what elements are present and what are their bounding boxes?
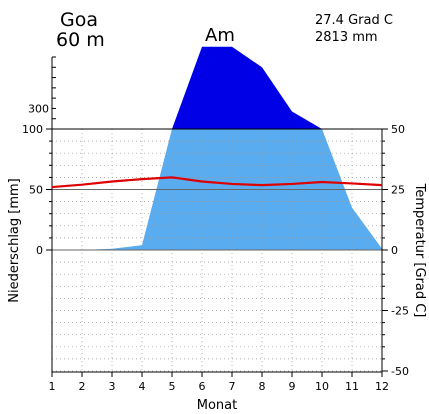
mean-temperature: 27.4 Grad C [315, 13, 393, 28]
x-tick-label: 4 [139, 380, 146, 393]
right-tick-label: 0 [391, 244, 398, 257]
left-tick-label: 0 [36, 244, 43, 257]
x-tick-label: 1 [49, 380, 56, 393]
x-tick-label: 10 [315, 380, 329, 393]
temperature-series [51, 176, 383, 189]
right-tick-label: -25 [391, 305, 409, 318]
precipitation-areas [52, 46, 382, 250]
x-tick-label: 12 [375, 380, 389, 393]
annual-precipitation: 2813 mm [315, 30, 378, 45]
x-tick-label: 11 [345, 380, 359, 393]
x-tick-label: 5 [169, 380, 176, 393]
x-tick-label: 7 [229, 380, 236, 393]
x-tick-label: 9 [289, 380, 296, 393]
left-tick-label: 100 [22, 123, 43, 136]
right-axis-title: Temperatur [Grad C] [412, 183, 427, 318]
left-tick-label: 50 [29, 184, 43, 197]
station-name: Goa [60, 9, 98, 31]
climate-class: Am [205, 25, 235, 46]
x-tick-label: 6 [199, 380, 206, 393]
grid-lines [52, 128, 382, 372]
station-elevation: 60 m [56, 29, 105, 51]
precipitation-area-dark [52, 46, 382, 129]
x-tick-label: 2 [79, 380, 86, 393]
axes [46, 56, 388, 377]
x-tick-label: 3 [109, 380, 116, 393]
right-tick-label: 25 [391, 184, 405, 197]
temperature-line [51, 176, 383, 189]
x-axis-title: Monat [197, 398, 237, 413]
left-axis-title: Niederschlag [mm] [7, 178, 22, 303]
x-tick-label: 8 [259, 380, 266, 393]
right-tick-label: 50 [391, 123, 405, 136]
left-upper-tick-label: 300 [28, 102, 49, 115]
right-tick-label: -50 [391, 365, 409, 378]
